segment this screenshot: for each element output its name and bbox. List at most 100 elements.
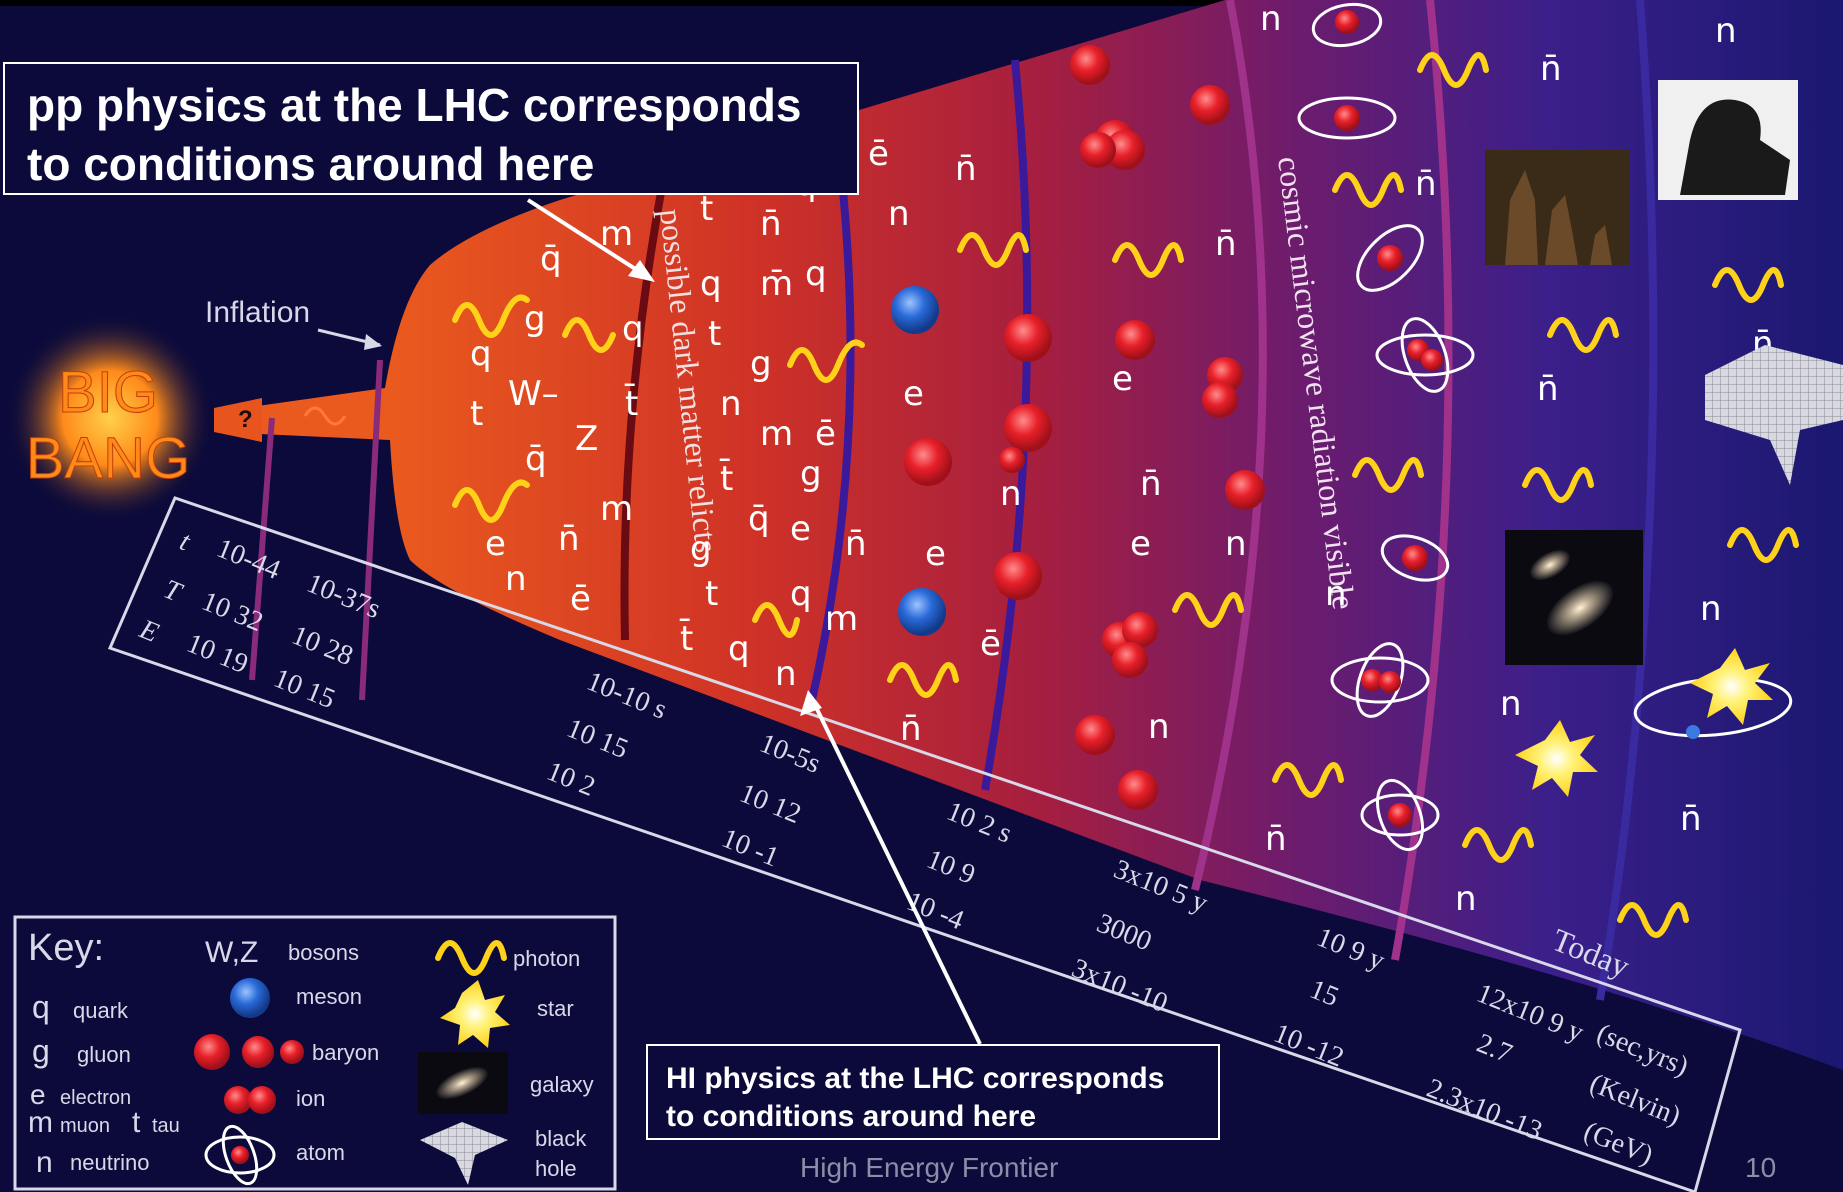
baryon-icon [1075, 715, 1115, 755]
T-value-2: 10 28 [287, 620, 357, 672]
particle-e: e [1130, 524, 1151, 564]
band-arc-1 [249, 417, 275, 681]
particle-nbar: n̄ [1140, 464, 1162, 504]
particle-t: t [470, 394, 483, 434]
baryon-icon [1070, 45, 1110, 85]
baryon-icon [1004, 314, 1052, 362]
key-baryon-icon [280, 1040, 304, 1064]
T-value-7: 15 [1305, 974, 1343, 1013]
mesons [891, 286, 946, 636]
particle-tbar: t̄ [624, 383, 638, 424]
scale-label-t: t [175, 526, 195, 558]
particle-nbar: n̄ [1537, 369, 1559, 409]
pp-callout-line1: pp physics at the LHC corresponds [27, 79, 802, 131]
particle-Z: Z [575, 419, 598, 459]
particle-nbar: n̄ [1540, 49, 1562, 89]
scale-bar [107, 496, 1742, 1192]
photon-icon [957, 232, 1029, 268]
key-electron-label: electron [60, 1087, 131, 1109]
particle-ebar: ē [980, 624, 1001, 664]
ion-icon [1080, 132, 1116, 168]
key-bosons-symbol: W,Z [205, 936, 258, 969]
key-ion-icon [248, 1086, 276, 1114]
particle-nbar: n̄ [558, 519, 580, 559]
particle-n: n [1148, 707, 1170, 747]
hi-callout-arrowhead [800, 690, 822, 716]
t-value-4: 10-5s [755, 728, 824, 780]
particle-nbar: n̄ [955, 149, 977, 189]
particle-W: W– [508, 374, 559, 414]
E-value-3: 10 2 [542, 756, 599, 803]
particle-n: n [1225, 524, 1247, 564]
key-atom-nucleus [231, 1146, 249, 1164]
particle-ebar: ē [815, 414, 836, 454]
atom-icon [1297, 96, 1397, 140]
t-value-1: 10-44 [212, 533, 284, 586]
nebula-pillars [1505, 170, 1612, 265]
particle-q: q [470, 334, 492, 374]
key-neutrino-symbol: n [36, 1146, 53, 1179]
photon-icon [1352, 457, 1424, 493]
big-bang-line2: BANG [26, 426, 190, 491]
key-tau-symbol: t [132, 1106, 141, 1139]
band-arc-7 [1391, 0, 1453, 961]
atom-icon [1360, 793, 1440, 837]
key-black-hole-icon [420, 1122, 508, 1185]
inflation-arrowhead [364, 334, 382, 350]
particle-e: e [925, 534, 946, 574]
particle-n: n [1715, 11, 1737, 51]
key-meson-label: meson [296, 984, 362, 1009]
key-muon-symbol: m [28, 1106, 53, 1139]
atom-nucleus [1388, 803, 1412, 827]
photon-icon [1727, 527, 1799, 563]
particle-qbar: q̄ [525, 439, 547, 479]
particle-q: q [622, 309, 644, 349]
T-value-8: 2.7 [1472, 1028, 1516, 1070]
key-title: Key: [28, 927, 104, 969]
key-atom-icon [204, 1135, 276, 1175]
black-hole-icon [1705, 345, 1843, 485]
photon-icon [1112, 242, 1184, 278]
photon-icon [1462, 827, 1534, 863]
sun-icon [1690, 648, 1773, 725]
atom-icon [1375, 333, 1475, 377]
particle-g: g [750, 344, 772, 384]
key-muon-label: muon [60, 1115, 110, 1137]
particle-nbar: n̄ [1680, 799, 1702, 839]
key-galaxy-icon [436, 1066, 488, 1100]
particle-m: m [600, 489, 633, 529]
particle-q: q [700, 264, 722, 304]
particle-t: t [705, 574, 718, 614]
baryon-icon [1118, 770, 1158, 810]
key-galaxy-label: galaxy [530, 1072, 594, 1097]
inflation-label: Inflation [205, 296, 310, 329]
ion-icon [1112, 642, 1148, 678]
particle-ebar: ē [868, 134, 889, 174]
page-number: 10 [1745, 1152, 1777, 1183]
meson-icon [898, 588, 946, 636]
key-bosons-label: bosons [288, 940, 359, 965]
key-meson-icon [230, 978, 270, 1018]
atom-nuclei [1334, 10, 1700, 827]
photon-icon [452, 479, 530, 523]
key-baryon-icon [242, 1036, 274, 1068]
particle-n: n [1325, 574, 1347, 614]
scale-label-E: E [134, 613, 162, 649]
particle-e: e [485, 524, 506, 564]
top-strip [0, 0, 1770, 6]
big-bang-line1: BIG [58, 360, 158, 425]
cmb-arc [1191, 0, 1267, 891]
star-icon [1515, 720, 1598, 797]
pp-callout-arrow [526, 198, 642, 274]
baryons-ions [904, 45, 1265, 810]
key-quark-label: quark [73, 998, 129, 1023]
slide-footer: High Energy Frontier [800, 1152, 1059, 1183]
particle-qbar: q̄ [748, 499, 770, 539]
particle-t: t [708, 314, 721, 354]
photon-icon [752, 602, 800, 638]
particle-n: n [1000, 474, 1022, 514]
key-neutrino-label: neutrino [70, 1150, 150, 1175]
baryon-icon [1225, 470, 1265, 510]
big-bang-glow [5, 313, 215, 523]
